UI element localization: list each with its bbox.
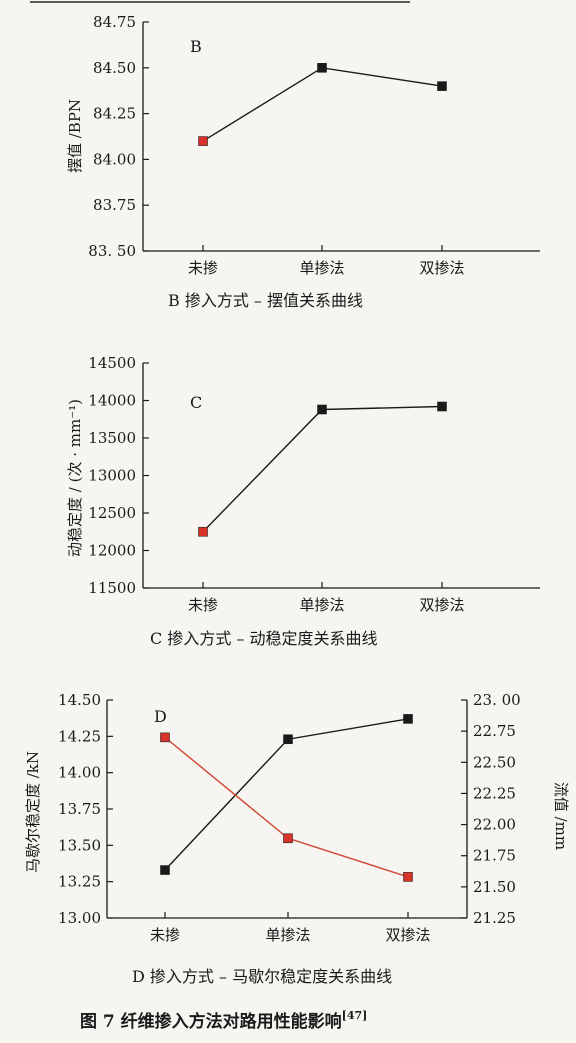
panel-d-series-1-point: [283, 734, 293, 745]
panel-d-y-tick-label: 13.00: [58, 909, 101, 927]
panel-d-y2-tick-label: 22.75: [473, 722, 516, 740]
panel-b-x-tick-label: 单掺法: [299, 259, 344, 277]
panel-d-y-axis-label: 马歇尔稳定度 /kN: [24, 751, 42, 873]
panel-d-y2-axis-label: 流值 /mm: [552, 782, 570, 850]
panel-c-series-1-point: [317, 404, 327, 415]
panel-c-x-tick-label: 单掺法: [299, 596, 344, 614]
panel-c-x-tick-label: 双掺法: [419, 596, 464, 614]
panel-b-y-tick-label: 83. 50: [88, 242, 136, 260]
panel-c-x-tick-label: 未掺: [188, 596, 218, 614]
panel-c-letter: C: [190, 393, 202, 412]
panel-c-markers: [198, 401, 447, 537]
panel-c-caption: C 掺入方式 – 动稳定度关系曲线: [150, 629, 378, 648]
panel-d-y2-tick-label: 21.50: [473, 878, 516, 896]
panel-c-y-tick-label: 12500: [88, 504, 136, 522]
figure-caption-text: 图 7 纤维掺入方法对路用性能影响: [80, 1011, 342, 1032]
figure-caption: 图 7 纤维掺入方法对路用性能影响[47]: [80, 1009, 367, 1032]
panel-d-y2-tick-label: 22.25: [473, 784, 516, 802]
panel-b-y-tick-label: 83.75: [93, 196, 136, 214]
panel-d-x-tick-label: 未掺: [150, 926, 180, 944]
panel-c-series-1-point: [198, 526, 208, 537]
panel-c-y-tick-label: 11500: [88, 579, 136, 597]
panel-d-series-2-point: [403, 872, 413, 882]
panel-c-y-ticks: 11500 12000 12500 13000 13500 14000 14500: [88, 354, 149, 597]
panel-b-y-ticks: 83. 50 83.75 84.00 84.25 84.50 84.75: [88, 13, 149, 260]
panel-d-x-tick-label: 双掺法: [385, 926, 430, 944]
panel-d-y-tick-label: 14.25: [58, 727, 101, 745]
panel-b-series-1-point: [198, 136, 208, 146]
panel-b-y-tick-label: 84.50: [93, 59, 136, 77]
panel-d-y-ticks-left: 13.00 13.25 13.50 13.75 14.00 14.25 14.50: [58, 691, 113, 927]
panel-c-y-tick-label: 12000: [88, 542, 136, 560]
panel-b-x-tick-label: 双掺法: [419, 259, 464, 277]
panel-d-y2-tick-label: 21.75: [473, 847, 516, 865]
panel-d-y-tick-label: 13.75: [58, 800, 101, 818]
panel-b-y-tick-label: 84.75: [93, 13, 136, 31]
panel-c-y-tick-label: 13000: [88, 467, 136, 485]
panel-c-y-tick-label: 13500: [88, 429, 136, 447]
panel-d: 13.00 13.25 13.50 13.75 14.00 14.25 14.50 21.2…: [24, 691, 570, 986]
panel-b: 83. 50 83.75 84.00 84.25 84.50 84.75 未掺 单掺法 双掺法…: [66, 13, 540, 310]
panel-c-y-tick-label: 14000: [88, 392, 136, 410]
panel-d-y-tick-label: 13.25: [58, 873, 101, 891]
panel-d-y2-tick-label: 22.00: [473, 816, 516, 834]
panel-b-letter: B: [190, 37, 202, 56]
panel-d-x-tick-label: 单掺法: [265, 926, 310, 944]
panel-d-y2-tick-label: 22.50: [473, 753, 516, 771]
panel-d-series-2-point: [160, 732, 170, 743]
panel-c-categories: 未掺 单掺法 双掺法: [188, 582, 465, 614]
panel-b-series-1-point: [317, 62, 327, 73]
panel-c: 11500 12000 12500 13000 13500 14000 14500 未掺 单掺…: [66, 354, 540, 648]
panel-d-series-2-point: [283, 833, 293, 844]
panel-b-markers: [198, 62, 447, 146]
panel-b-categories: 未掺 单掺法 双掺法: [188, 245, 465, 277]
panel-d-caption: D 掺入方式 – 马歇尔稳定度关系曲线: [132, 967, 392, 986]
panel-b-y-tick-label: 84.25: [93, 105, 136, 123]
panel-b-y-axis-label: 摆值 /BPN: [66, 99, 84, 173]
figure-caption-ref: [47]: [342, 1009, 368, 1022]
panel-d-series-1-point: [403, 714, 413, 724]
panel-d-letter: D: [154, 707, 167, 726]
panel-c-y-axis-label: 动稳定度 / (次 · mm⁻¹): [66, 399, 84, 557]
panel-b-series-1-point: [437, 81, 447, 91]
panel-d-categories: 未掺 单掺法 双掺法: [150, 912, 431, 944]
panel-c-y-tick-label: 14500: [88, 354, 136, 372]
panel-d-y-ticks-right: 21.25 21.50 21.75 22.00 22.25 22.50 22.75 23. 0…: [461, 691, 521, 927]
panel-b-y-tick-label: 84.00: [93, 150, 136, 168]
panel-d-series-1-point: [160, 865, 170, 875]
panel-b-x-tick-label: 未掺: [188, 259, 218, 277]
panel-d-y-tick-label: 14.00: [58, 764, 101, 782]
panel-d-y2-tick-label: 21.25: [473, 909, 516, 927]
panel-d-y-tick-label: 13.50: [58, 836, 101, 854]
panel-d-y2-tick-label: 23. 00: [473, 691, 521, 709]
panel-c-series-1-point: [437, 401, 447, 412]
panel-d-y-tick-label: 14.50: [58, 691, 101, 709]
panel-b-caption: B 掺入方式 – 摆值关系曲线: [168, 291, 363, 310]
panel-d-markers: [160, 714, 413, 882]
